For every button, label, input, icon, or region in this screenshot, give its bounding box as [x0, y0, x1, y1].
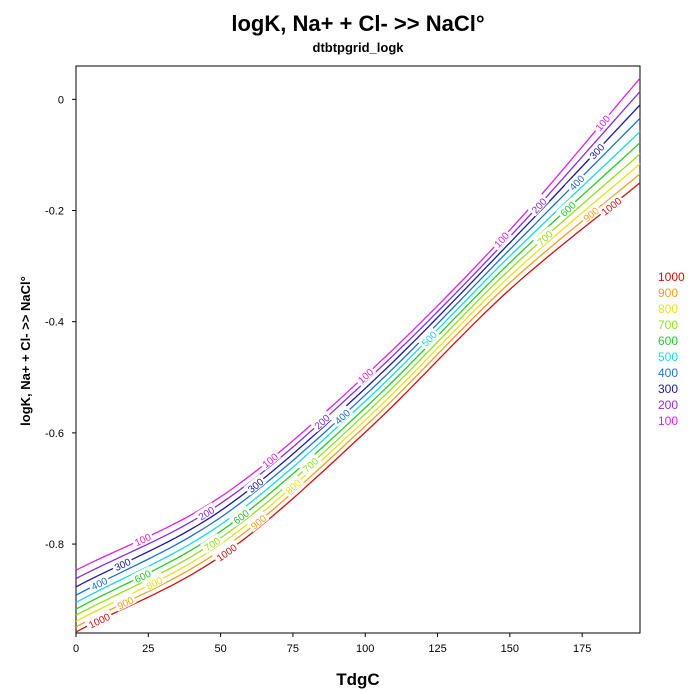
y-tick-label: 0 [58, 94, 64, 106]
series-line-200 [75, 91, 641, 580]
x-tick-label: 150 [501, 643, 519, 655]
legend-entry-800: 800 [658, 302, 678, 316]
y-tick-label: -0.4 [45, 317, 64, 329]
series-line-500 [75, 131, 641, 603]
y-tick-label: -0.6 [45, 428, 64, 440]
x-tick-label: 0 [73, 643, 79, 655]
series-line-900 [75, 173, 641, 628]
series-line-300 [75, 104, 641, 588]
y-tick-label: -0.2 [45, 206, 64, 218]
plot-area: 1001001001001002002002003003003004004004… [75, 65, 641, 634]
x-tick-label: 175 [573, 643, 591, 655]
legend-entry-500: 500 [658, 350, 678, 364]
chart-title: logK, Na+ + Cl- >> NaCl° [231, 11, 484, 36]
x-tick-label: 125 [428, 643, 446, 655]
plot-frame [75, 65, 641, 634]
series-line-800 [75, 163, 641, 622]
x-tick-label: 50 [214, 643, 226, 655]
legend: 1000 900 800 700 600 500 400 300 200 100 [658, 270, 685, 428]
series-line-1000 [75, 182, 641, 633]
x-axis-label: TdgC [336, 670, 379, 689]
legend-entry-300: 300 [658, 382, 678, 396]
legend-entry-700: 700 [658, 318, 678, 332]
y-axis-label: logK, Na+ + Cl- >> NaCl° [18, 276, 33, 426]
x-tick-label: 100 [356, 643, 374, 655]
x-tick-label: 25 [142, 643, 154, 655]
legend-entry-900: 900 [658, 286, 678, 300]
x-tick-label: 75 [287, 643, 299, 655]
legend-entry-400: 400 [658, 366, 678, 380]
legend-entry-200: 200 [658, 398, 678, 412]
series-lines [75, 77, 641, 633]
x-axis: 0 25 50 75 100 125 150 175 [73, 633, 591, 655]
legend-entry-100: 100 [658, 414, 678, 428]
chart-subtitle: dtbtpgrid_logk [313, 40, 405, 55]
legend-entry-600: 600 [658, 334, 678, 348]
y-axis: 0 -0.2 -0.4 -0.6 -0.8 [45, 94, 76, 551]
legend-entry-1000: 1000 [658, 270, 685, 284]
y-tick-label: -0.8 [45, 539, 64, 551]
series-line-400 [75, 117, 641, 596]
